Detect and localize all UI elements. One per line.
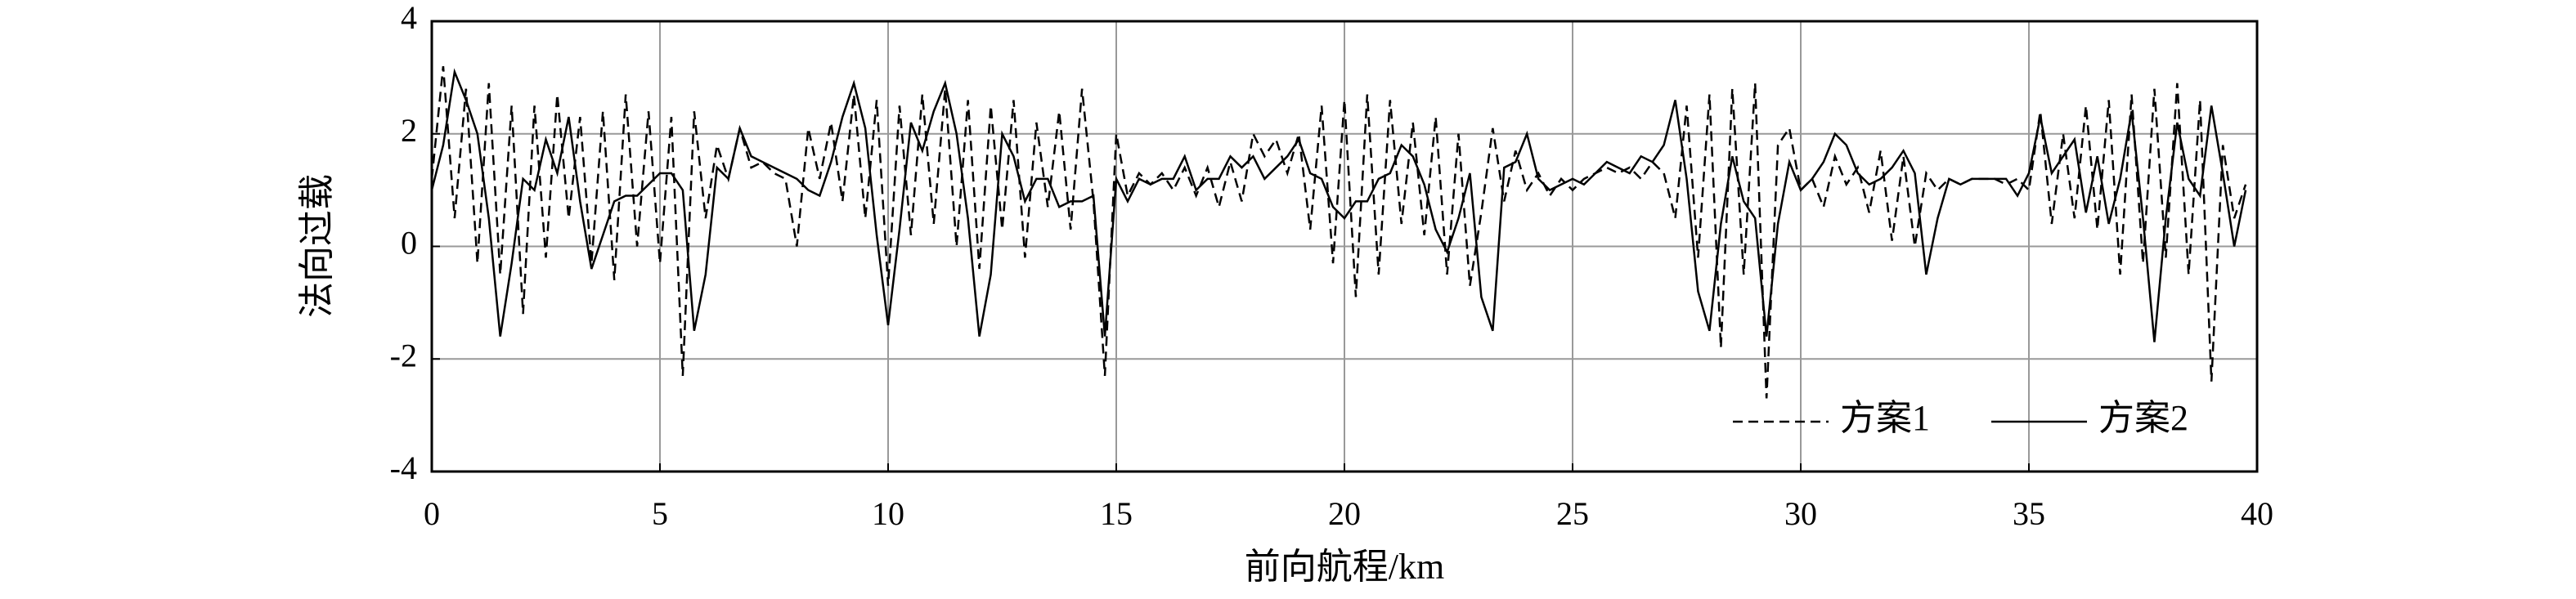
- x-tick-label: 20: [1328, 495, 1361, 532]
- legend-label: 方案1: [1840, 398, 1930, 438]
- x-tick-label: 10: [872, 495, 904, 532]
- x-tick-label: 0: [424, 495, 440, 532]
- x-tick-label: 25: [1556, 495, 1589, 532]
- y-axis-label: 法向过载: [297, 174, 337, 318]
- y-tick-label: -4: [390, 449, 417, 486]
- x-tick-label: 15: [1100, 495, 1133, 532]
- x-axis-label: 前向航程/km: [1245, 547, 1444, 587]
- plot-frame: [430, 20, 2259, 473]
- series-line: [430, 65, 2247, 399]
- legend-label: 方案2: [2098, 398, 2188, 438]
- x-tick-label: 35: [2013, 495, 2045, 532]
- x-tick-label: 5: [652, 495, 668, 532]
- y-tick-label: 2: [401, 112, 417, 149]
- y-tick-label: 0: [401, 225, 417, 262]
- x-tick-label: 40: [2241, 495, 2273, 532]
- y-tick-label: -2: [390, 337, 417, 373]
- x-tick-label: 30: [1784, 495, 1817, 532]
- y-tick-label: 4: [401, 0, 417, 36]
- series-line: [430, 68, 2247, 342]
